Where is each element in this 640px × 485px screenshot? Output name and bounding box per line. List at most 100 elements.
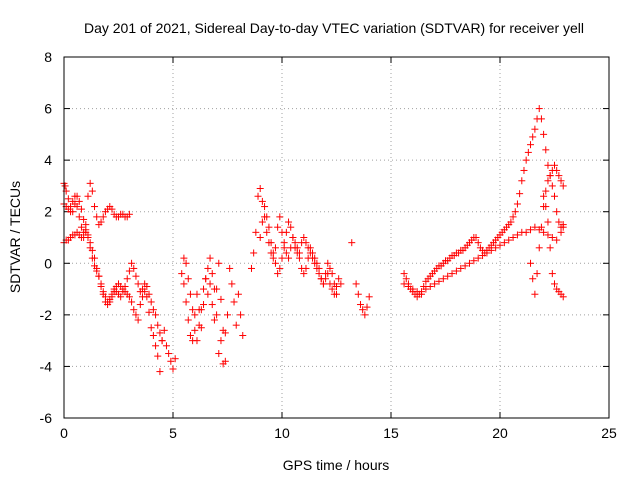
grid (64, 57, 609, 418)
data-point (313, 259, 321, 267)
data-point (210, 316, 218, 324)
data-point (189, 306, 197, 314)
data-point (295, 254, 303, 262)
data-point (180, 280, 188, 288)
data-point (527, 226, 535, 234)
x-tick-label: 20 (492, 425, 508, 441)
data-point (548, 270, 556, 278)
data-point (134, 316, 142, 324)
data-point (537, 223, 545, 231)
data-point (535, 244, 543, 252)
data-point (333, 290, 340, 298)
data-point (154, 321, 162, 329)
data-point (274, 270, 282, 278)
data-point (557, 177, 565, 185)
data-point (474, 254, 482, 262)
data-point (269, 249, 277, 257)
data-point (147, 324, 155, 332)
data-point (226, 264, 234, 272)
data-point (461, 262, 469, 270)
data-point (400, 270, 408, 278)
data-point (531, 290, 539, 298)
data-point (520, 166, 528, 174)
data-point (145, 290, 153, 298)
data-point (282, 228, 290, 236)
data-point (553, 166, 561, 174)
data-point (217, 337, 225, 345)
data-point (544, 231, 552, 239)
data-point (326, 264, 334, 272)
data-point (302, 264, 310, 272)
data-point (559, 182, 567, 190)
data-point (186, 331, 194, 339)
data-point (97, 280, 105, 288)
data-point (208, 270, 216, 278)
data-point (363, 303, 371, 311)
data-point (250, 249, 258, 257)
data-point (182, 298, 190, 306)
data-point (206, 280, 214, 288)
data-point (156, 329, 164, 337)
data-point (500, 239, 508, 247)
data-point (191, 311, 199, 319)
data-point (123, 275, 131, 283)
data-point (516, 190, 524, 198)
data-point (206, 254, 214, 262)
data-point (555, 172, 563, 180)
data-point (213, 311, 221, 319)
data-point (315, 264, 323, 272)
data-point (136, 301, 144, 309)
data-point (337, 280, 345, 288)
data-point (117, 293, 125, 301)
data-point (551, 192, 558, 200)
data-point (228, 280, 236, 288)
data-point (280, 244, 288, 252)
data-point (195, 321, 203, 329)
data-point (487, 246, 495, 254)
data-point (540, 228, 548, 236)
data-point (511, 208, 519, 216)
y-tick-label: -4 (40, 358, 53, 374)
data-point (546, 172, 554, 180)
data-point (348, 239, 356, 247)
data-point (99, 288, 107, 296)
data-point (132, 311, 140, 319)
data-point (165, 350, 173, 358)
data-point (540, 192, 548, 200)
data-point (75, 197, 83, 205)
data-point (546, 244, 554, 252)
data-point (457, 264, 465, 272)
x-tick-label: 25 (601, 425, 617, 441)
data-point (217, 295, 225, 303)
data-point (224, 311, 231, 319)
data-point (215, 350, 223, 358)
axes (63, 56, 610, 419)
data-point (93, 213, 101, 221)
data-point (509, 213, 517, 221)
data-point (61, 182, 69, 190)
data-point (202, 275, 210, 283)
data-point (444, 272, 452, 280)
data-point (282, 249, 290, 257)
data-point (237, 311, 245, 319)
data-point (300, 234, 308, 241)
data-point (97, 218, 105, 226)
data-point (162, 342, 170, 350)
data-point (551, 280, 558, 288)
y-tick-label: 2 (44, 204, 52, 220)
data-point (125, 293, 133, 301)
data-point (544, 218, 552, 226)
data-point (93, 264, 101, 272)
data-point (356, 301, 364, 309)
data-point (147, 298, 155, 306)
data-point (479, 252, 487, 260)
data-point (548, 182, 556, 190)
data-point (483, 249, 491, 257)
data-point (69, 197, 77, 205)
data-point (531, 125, 539, 133)
data-point (402, 275, 410, 283)
data-point (88, 187, 96, 195)
data-point (418, 290, 426, 298)
data-point (108, 205, 116, 213)
plot-frame (63, 56, 610, 419)
